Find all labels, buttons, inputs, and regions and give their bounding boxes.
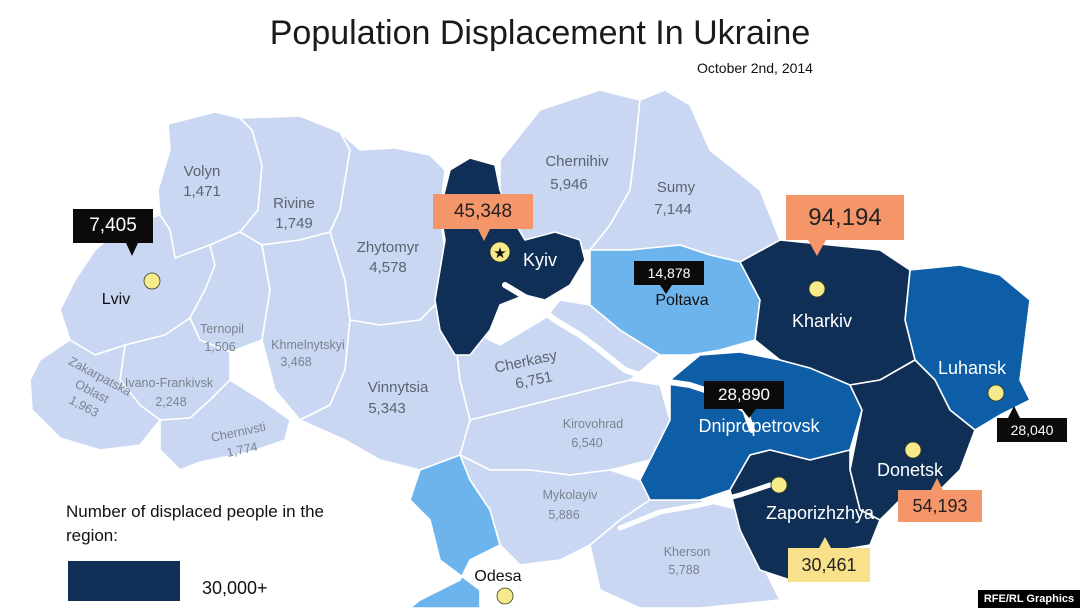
region-odesa[interactable] <box>409 454 501 608</box>
credit-badge: RFE/RL Graphics <box>978 590 1080 608</box>
city-dot-donetsk <box>904 441 922 459</box>
label-kherson-name: Kherson <box>664 545 711 559</box>
label-poltava: Poltava <box>655 292 708 309</box>
city-dot-zaporizhzhya <box>770 476 788 494</box>
label-kherson-value: 5,788 <box>668 563 699 577</box>
city-dot-luhansk <box>987 384 1005 402</box>
region-zaporizhzhya[interactable] <box>729 449 881 581</box>
legend-item-label: 30,000+ <box>202 578 268 598</box>
city-dot-kyiv <box>489 241 511 263</box>
label-khmelnytskyi-value: 3,468 <box>280 355 311 369</box>
label-volyn-name: Volyn <box>184 163 221 180</box>
label-kirovohrad-name: Kirovohrad <box>563 417 623 431</box>
label-kyiv: Kyiv <box>523 250 557 270</box>
callout-dnipropetrovsk: 28,890 <box>704 381 784 409</box>
label-vinnytsia-name: Vinnytsia <box>368 379 429 396</box>
callout-kyiv: 45,348 <box>433 194 533 229</box>
label-chernivtsi-value: 1,774 <box>225 440 259 460</box>
capital-star-icon: ★ <box>493 245 506 262</box>
label-chernihiv-value: 5,946 <box>550 176 588 193</box>
label-chernihiv-name: Chernihiv <box>545 153 609 170</box>
callout-kharkiv: 94,194 <box>786 195 904 240</box>
label-zaporizhzhya: Zaporizhzhya <box>766 503 875 523</box>
callout-luhansk: 28,040 <box>997 418 1067 442</box>
label-zhytomyr-name: Zhytomyr <box>357 239 420 256</box>
label-rivine-value: 1,749 <box>275 215 313 232</box>
label-kharkiv: Kharkiv <box>792 311 852 331</box>
label-donetsk: Donetsk <box>877 460 944 480</box>
label-khmelnytskyi-name: Khmelnytskyi <box>271 338 345 352</box>
callout-pointer-luhansk <box>1008 406 1020 418</box>
label-vinnytsia-value: 5,343 <box>368 400 406 417</box>
map-date: October 2nd, 2014 <box>697 60 813 76</box>
callout-pointer-poltava <box>660 285 672 294</box>
callout-pointer-kharkiv <box>808 240 826 256</box>
city-dot-lviv <box>143 272 161 290</box>
label-sumy-name: Sumy <box>657 179 696 196</box>
dnieper-river-lower <box>617 482 773 531</box>
label-zhytomyr-value: 4,578 <box>369 259 407 276</box>
label-ternopil-value: 1,506 <box>204 340 235 354</box>
callout-pointer-zaporizhzhya <box>819 537 831 548</box>
legend-heading: Number of displaced people in the region… <box>66 502 324 545</box>
region-chernivtsi[interactable] <box>159 379 291 471</box>
city-dot-kharkiv <box>808 280 826 298</box>
label-ternopil-name: Ternopil <box>200 322 244 336</box>
callout-donetsk: 54,193 <box>898 490 982 522</box>
label-rivine-name: Rivine <box>273 195 315 212</box>
label-kirovohrad-value: 6,540 <box>571 436 602 450</box>
city-dot-odesa <box>496 587 514 605</box>
legend-swatch-navy <box>68 561 180 601</box>
callout-lviv: 7,405 <box>73 209 153 243</box>
callout-pointer-donetsk <box>931 478 943 490</box>
label-dnipropetrovsk: Dnipropetrovsk <box>698 416 820 436</box>
label-mykolayiv-name: Mykolayiv <box>543 488 599 502</box>
label-volyn-value: 1,471 <box>183 183 221 200</box>
callout-poltava: 14,878 <box>634 261 704 285</box>
callout-zaporizhzhya: 30,461 <box>788 548 870 582</box>
label-luhansk: Luhansk <box>938 358 1007 378</box>
label-mykolayiv-value: 5,886 <box>548 508 579 522</box>
label-ivano-frankivsk-value: 2,248 <box>155 395 186 409</box>
region-cherkasy[interactable] <box>439 299 661 421</box>
label-ivano-frankivsk-name: Ivano-Frankivsk <box>125 376 214 390</box>
callout-pointer-dnipropetrovsk <box>742 409 756 418</box>
label-lviv: Lviv <box>102 291 130 308</box>
map-title: Population Displacement In Ukraine <box>269 14 811 52</box>
label-sumy-value: 7,144 <box>654 201 692 218</box>
callout-pointer-lviv <box>126 243 138 256</box>
label-odesa: Odesa <box>474 568 521 585</box>
callout-pointer-kyiv <box>478 229 490 241</box>
